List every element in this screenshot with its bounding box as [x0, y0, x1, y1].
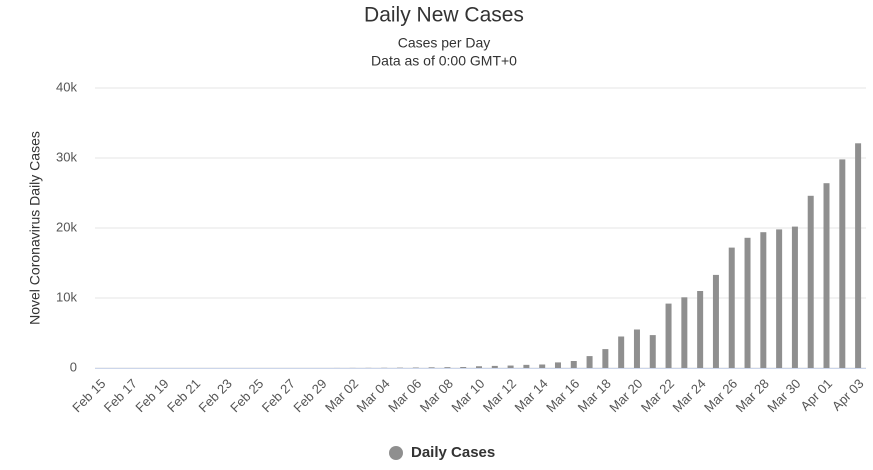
x-tick-label: Apr 01: [797, 376, 835, 414]
bar: [760, 232, 767, 368]
y-tick-label: 20k: [56, 219, 77, 234]
bar: [823, 183, 830, 368]
x-tick-label: Feb 17: [101, 376, 140, 415]
bar: [539, 364, 546, 368]
x-tick-label: Mar 20: [606, 376, 645, 415]
legend-marker: [389, 446, 403, 460]
y-tick-label: 0: [70, 359, 77, 374]
bar: [791, 226, 798, 368]
bar: [523, 364, 530, 368]
x-tick-label: Mar 22: [638, 376, 677, 415]
x-tick-label: Mar 16: [543, 376, 582, 415]
y-tick-label: 30k: [56, 149, 77, 164]
bar: [507, 365, 514, 368]
bar: [649, 335, 656, 368]
bar: [665, 303, 672, 368]
bar: [602, 349, 609, 368]
bar: [744, 237, 751, 368]
bar: [776, 229, 783, 368]
bar: [460, 367, 467, 368]
legend-label[interactable]: Daily Cases: [411, 444, 495, 461]
x-tick-label: Mar 12: [480, 376, 519, 415]
x-tick-label: Mar 02: [322, 376, 361, 415]
bar: [476, 366, 482, 368]
bar: [697, 291, 704, 368]
bar: [570, 361, 577, 368]
x-tick-label: Feb 19: [132, 376, 171, 415]
bar: [586, 356, 593, 368]
y-tick-label: 10k: [56, 289, 77, 304]
x-tick-label: Feb 15: [69, 376, 108, 415]
bar: [839, 159, 846, 368]
bar: [807, 195, 814, 368]
chart-title: Daily New Cases: [364, 4, 524, 27]
x-tick-label: Feb 27: [259, 376, 298, 415]
bar: [444, 367, 451, 368]
x-tick-label: Mar 04: [354, 376, 393, 415]
bar: [712, 274, 719, 368]
chart-subtitle: Data as of 0:00 GMT+0: [371, 53, 517, 69]
x-tick-label: Mar 14: [512, 376, 551, 415]
x-tick-label: Apr 03: [829, 376, 867, 414]
bar: [681, 297, 688, 368]
x-tick-label: Feb 21: [164, 376, 203, 415]
bar: [728, 247, 735, 368]
x-tick-label: Mar 24: [669, 376, 708, 415]
bar: [618, 336, 625, 368]
bar: [633, 329, 640, 368]
y-axis-title: Novel Coronavirus Daily Cases: [27, 131, 43, 325]
chart-subtitle: Cases per Day: [398, 35, 491, 51]
x-tick-label: Mar 18: [575, 376, 614, 415]
x-tick-label: Mar 06: [385, 376, 424, 415]
x-tick-label: Mar 30: [764, 376, 803, 415]
x-tick-label: Feb 25: [227, 376, 266, 415]
bar: [491, 365, 498, 368]
x-tick-label: Mar 10: [448, 376, 487, 415]
x-tick-label: Feb 29: [290, 376, 329, 415]
x-tick-label: Mar 26: [701, 376, 740, 415]
x-tick-label: Feb 23: [196, 376, 235, 415]
x-tick-label: Mar 28: [733, 376, 772, 415]
x-tick-label: Mar 08: [417, 376, 456, 415]
bar: [554, 362, 561, 368]
bar: [428, 367, 435, 368]
y-tick-label: 40k: [56, 79, 77, 94]
bar: [855, 143, 862, 368]
